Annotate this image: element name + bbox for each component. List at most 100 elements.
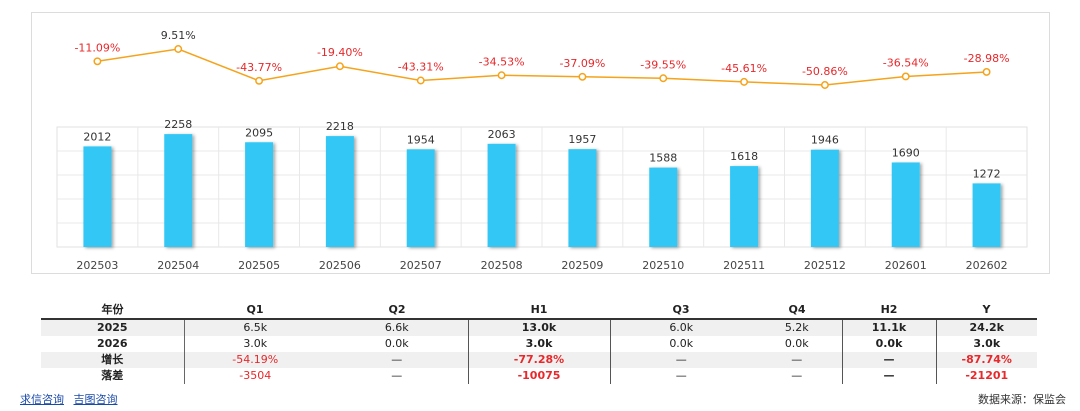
- growth-label: -37.09%: [559, 57, 605, 70]
- bar: [810, 149, 839, 247]
- x-tick-label: 202504: [157, 259, 199, 272]
- table-cell: 13.0k: [467, 319, 610, 336]
- bar: [83, 146, 112, 247]
- bar-value-label: 1957: [568, 133, 596, 146]
- growth-point: [93, 57, 102, 66]
- bar-value-label: 1588: [649, 152, 677, 165]
- row-label: 落差: [41, 368, 185, 384]
- x-tick-label: 202509: [561, 259, 603, 272]
- table-cell: 0.0k: [609, 336, 752, 352]
- growth-point: [982, 68, 991, 76]
- bar-value-label: 2095: [245, 126, 273, 139]
- table-cell: —: [752, 352, 842, 368]
- table-cell: -54.19%: [184, 352, 326, 368]
- table-cell: 0.0k: [841, 336, 936, 352]
- bars: [83, 134, 1001, 247]
- growth-point: [497, 71, 506, 80]
- header-cell: 年份: [41, 302, 184, 320]
- table-cell: 24.2k: [935, 319, 1037, 336]
- growth-label: -28.98%: [964, 52, 1010, 65]
- growth-label: -19.40%: [317, 46, 363, 59]
- growth-point: [255, 76, 264, 85]
- x-tick-label: 202602: [966, 259, 1008, 272]
- table-cell: -21201: [935, 368, 1037, 384]
- bar: [649, 167, 678, 247]
- table-cell: -77.28%: [467, 352, 610, 368]
- table-row: 2025 6.5k 6.6k 13.0k 6.0k 5.2k 11.1k 24.…: [41, 319, 1037, 336]
- x-tick-label: 202510: [642, 259, 684, 272]
- bar: [972, 183, 1001, 247]
- stats-table: 年份 Q1 Q2 H1 Q3 Q4 H2 Y 2025 6.5k 6.6k 13…: [41, 302, 1037, 384]
- table-cell: 0.0k: [784, 337, 809, 350]
- header-cell: H2: [842, 302, 936, 320]
- table-cell: -87.74%: [935, 352, 1037, 368]
- table-row: 落差 -3504 — -10075 — — — -21201: [41, 368, 1037, 384]
- header-cell: Q3: [610, 302, 752, 320]
- x-tick-label: 202507: [400, 259, 442, 272]
- growth-line: [93, 45, 991, 89]
- row-label: 2025: [41, 319, 185, 336]
- x-tick-label: 202503: [76, 259, 118, 272]
- growth-point: [578, 72, 587, 81]
- growth-label: 9.51%: [161, 29, 196, 42]
- growth-label: -43.31%: [398, 60, 444, 73]
- x-tick-label: 202505: [238, 259, 280, 272]
- bar-value-label: 1272: [973, 167, 1001, 180]
- bar-value-label: 2258: [164, 118, 192, 131]
- growth-point: [174, 45, 183, 53]
- table-cell: -10075: [467, 368, 610, 384]
- growth-label: -34.53%: [479, 55, 525, 68]
- bar: [406, 149, 435, 247]
- bar-value-label: 1946: [811, 134, 839, 147]
- table-cell: -3504: [239, 369, 272, 382]
- bar: [487, 143, 516, 247]
- table-cell: 11.1k: [841, 319, 936, 336]
- table-cell: —: [609, 368, 752, 384]
- header-cell: Y: [936, 302, 1037, 320]
- table-cell: —: [841, 352, 936, 368]
- bar: [891, 162, 920, 247]
- header-cell: Q2: [326, 302, 468, 320]
- table-header-row: 年份 Q1 Q2 H1 Q3 Q4 H2 Y: [41, 302, 1037, 320]
- table-cell: 3.0k: [243, 337, 268, 350]
- growth-point: [659, 74, 668, 83]
- bar: [730, 166, 759, 247]
- link-qiuxin[interactable]: 求信咨询: [20, 393, 64, 406]
- table-cell: —: [791, 369, 803, 382]
- growth-label: -11.09%: [74, 41, 120, 54]
- gridlines: [56, 126, 1028, 248]
- bar-value-label: 2012: [83, 130, 111, 143]
- header-cell: Q1: [184, 302, 326, 320]
- table-cell: —: [326, 352, 468, 368]
- growth-polyline: [97, 48, 987, 86]
- growth-point: [335, 62, 344, 71]
- table-cell: —: [841, 368, 936, 384]
- footer-links: 求信咨询 吉图咨询: [20, 391, 124, 407]
- growth-point: [820, 81, 829, 89]
- table-row: 增长 -54.19% — -77.28% — — — -87.74%: [41, 352, 1037, 368]
- bar: [568, 149, 597, 247]
- table-cell: 0.0k: [384, 337, 409, 350]
- table-cell: 6.5k: [184, 319, 326, 336]
- x-tick-label: 202506: [319, 259, 361, 272]
- growth-label: -36.54%: [883, 56, 929, 69]
- header-cell: Q4: [752, 302, 842, 320]
- table-cell: 3.0k: [935, 336, 1037, 352]
- bar-value-label: 2063: [488, 128, 516, 141]
- bar-value-label: 1954: [407, 133, 435, 146]
- growth-label: -45.61%: [721, 62, 767, 75]
- link-jitu[interactable]: 吉图咨询: [73, 393, 118, 406]
- table-cell: 5.2k: [752, 319, 842, 336]
- growth-point: [901, 72, 910, 81]
- growth-label: -43.77%: [236, 61, 282, 74]
- table-cell: 3.0k: [467, 336, 610, 352]
- x-tick-label: 202512: [804, 259, 846, 272]
- table-row: 2026 3.0k 0.0k 3.0k 0.0k 0.0k 0.0k 3.0k: [41, 336, 1037, 352]
- growth-label: -39.55%: [640, 58, 686, 71]
- growth-point: [740, 77, 749, 86]
- combo-chart: 2012 202503 -11.09% 2258 202504 9.51% 2095 2025…: [56, 29, 1028, 272]
- labels: 2012 202503 -11.09% 2258 202504 9.51% 2095 2025…: [74, 29, 1009, 272]
- data-source: 数据来源：保监会: [978, 393, 1066, 406]
- bar-value-label: 2218: [326, 120, 354, 133]
- table-cell: 6.0k: [609, 319, 752, 336]
